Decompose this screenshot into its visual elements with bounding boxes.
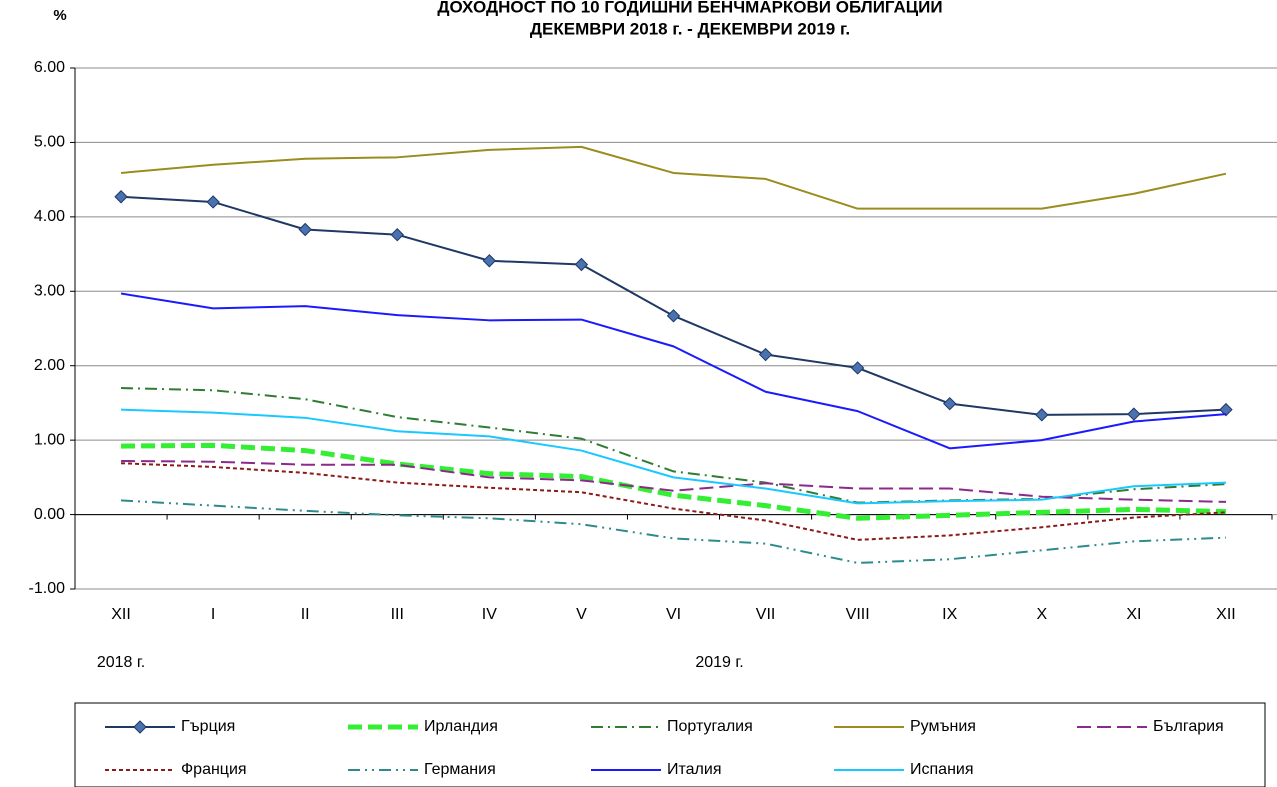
y-tick-label: 2.00	[34, 357, 65, 374]
x-tick-label: XII	[1216, 606, 1236, 623]
x-tick-label: XI	[1126, 606, 1141, 623]
series-marker	[298, 222, 312, 237]
series-line	[121, 442, 1227, 521]
y-axis-label: %	[53, 7, 66, 24]
x-tick-label: X	[1036, 606, 1047, 623]
series-marker	[758, 347, 773, 362]
series-marker	[482, 254, 497, 268]
series-marker	[1219, 402, 1233, 417]
series-line	[121, 387, 1227, 504]
legend-label: Гърция	[181, 718, 235, 735]
series-marker	[206, 195, 220, 209]
x-tick-label: II	[301, 606, 310, 623]
x-tick-label: VII	[756, 606, 776, 623]
x-tick-label: IV	[482, 606, 497, 623]
chart-title: ДОХОДНОСТ ПО 10 ГОДИШНИ БЕНЧМАРКОВИ ОБЛИ…	[437, 0, 942, 16]
series-line	[120, 145, 1227, 210]
series-marker	[574, 257, 589, 272]
series-marker	[1035, 408, 1049, 422]
legend-label: Ирландия	[424, 718, 498, 735]
x-tick-label: VIII	[846, 606, 870, 623]
x-tick-label: V	[576, 606, 587, 623]
series-marker	[850, 361, 865, 375]
x-tick-label: VI	[666, 606, 681, 623]
series-marker	[390, 228, 404, 242]
y-tick-label: 6.00	[34, 59, 65, 76]
legend-label: България	[1153, 718, 1224, 735]
series-marker	[666, 309, 681, 323]
legend-label: Германия	[424, 761, 496, 778]
legend-label: Испания	[910, 761, 974, 778]
legend-marker	[133, 720, 147, 734]
legend-label: Италия	[667, 761, 721, 778]
chart-subtitle: ДЕКЕМВРИ 2018 г. - ДЕКЕМВРИ 2019 г.	[530, 19, 850, 38]
y-tick-label: 5.00	[34, 134, 65, 151]
series-marker	[943, 396, 957, 411]
legend-label: Португалия	[667, 718, 753, 735]
legend-box	[74, 702, 1266, 787]
y-tick-label: 3.00	[34, 283, 65, 300]
series-line	[121, 408, 1227, 505]
year-label: 2018 г.	[97, 654, 145, 671]
x-tick-label: III	[391, 606, 404, 623]
y-tick-label: 1.00	[34, 431, 65, 448]
year-label: 2019 г.	[695, 654, 743, 671]
series-line	[121, 459, 1226, 503]
x-tick-label: XII	[111, 606, 131, 623]
y-tick-label: 0.00	[34, 506, 65, 523]
series-line	[120, 462, 1227, 541]
series-marker	[1127, 407, 1141, 421]
x-tick-label: IX	[942, 606, 957, 623]
y-tick-label: -1.00	[29, 580, 66, 597]
x-tick-label: I	[211, 606, 215, 623]
legend-label: Румъния	[910, 718, 976, 735]
series-marker	[114, 190, 128, 204]
y-tick-label: 4.00	[34, 208, 65, 225]
legend-label: Франция	[181, 761, 247, 778]
series-line	[120, 292, 1227, 450]
